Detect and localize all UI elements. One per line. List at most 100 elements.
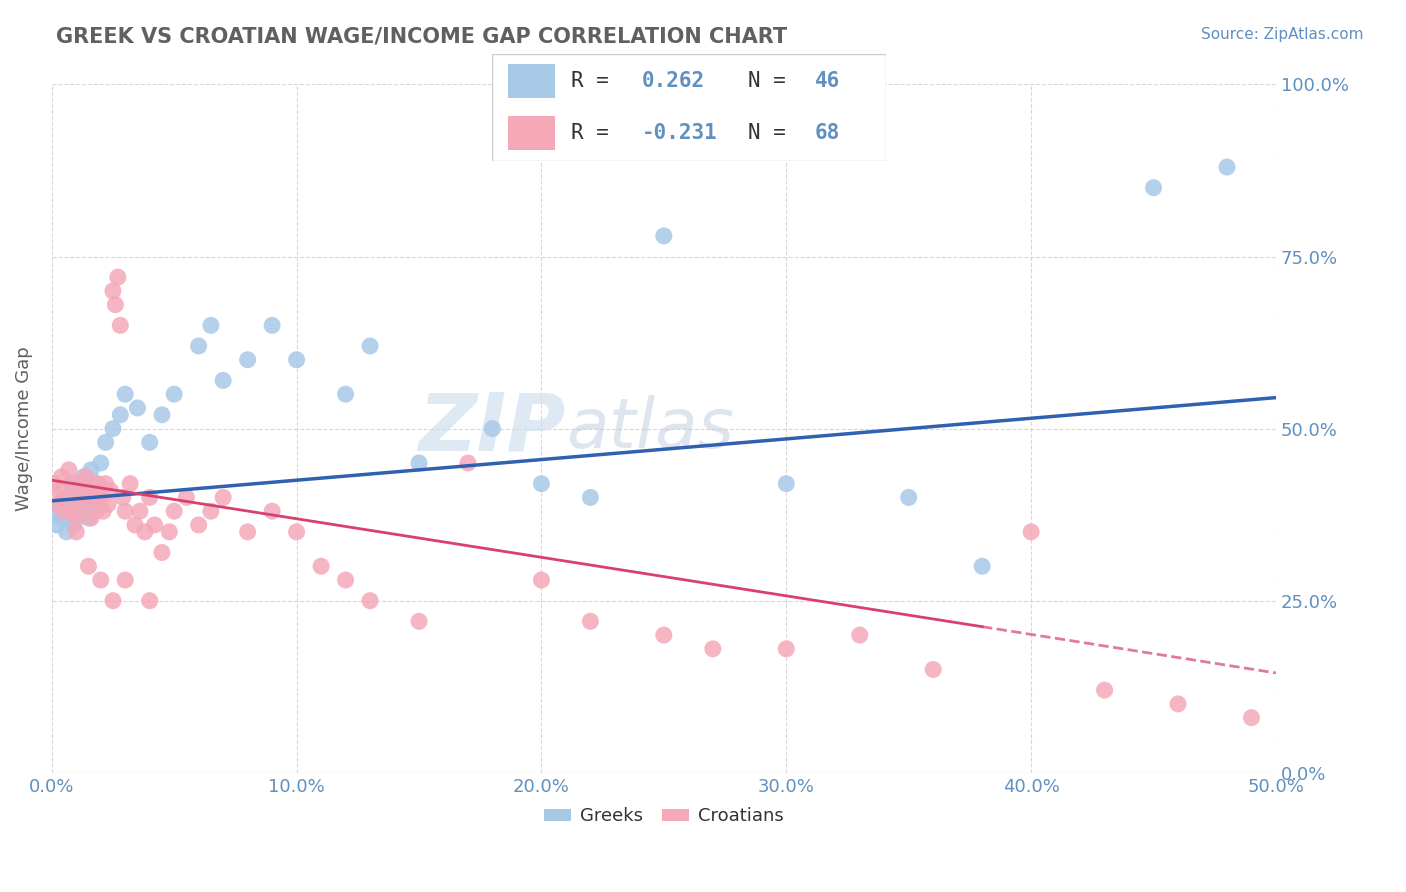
Point [285, 524, 308, 539]
Point [55, 524, 77, 539]
Point [84, 476, 107, 491]
FancyBboxPatch shape [508, 116, 555, 150]
Point [124, 518, 146, 533]
Point [150, 545, 173, 559]
Point [897, 491, 920, 505]
Point [62, 476, 84, 491]
Point [1094, 683, 1116, 698]
Point [51, 511, 73, 525]
Text: Source: ZipAtlas.com: Source: ZipAtlas.com [1201, 27, 1364, 42]
Point [101, 421, 124, 435]
Point [110, 408, 132, 422]
Point [72, 497, 94, 511]
Text: R =: R = [571, 71, 621, 91]
Point [138, 491, 160, 505]
Point [77, 511, 100, 525]
Point [163, 504, 186, 518]
Point [335, 387, 357, 401]
Point [94, 476, 117, 491]
Point [80, 463, 103, 477]
Point [1019, 524, 1042, 539]
Point [530, 476, 553, 491]
Point [45, 518, 67, 533]
Point [70, 504, 93, 518]
Text: 68: 68 [815, 123, 841, 143]
Text: ZIP: ZIP [419, 390, 567, 467]
Point [120, 476, 142, 491]
Point [77, 559, 100, 574]
Point [77, 483, 100, 498]
Point [262, 318, 284, 333]
Point [652, 228, 675, 243]
Point [359, 339, 381, 353]
Point [104, 298, 127, 312]
FancyBboxPatch shape [508, 64, 555, 98]
Point [101, 593, 124, 607]
Point [44, 476, 66, 491]
Point [262, 504, 284, 518]
Point [97, 497, 120, 511]
Point [579, 491, 602, 505]
Point [72, 469, 94, 483]
Text: 46: 46 [815, 71, 841, 91]
Point [1142, 180, 1164, 194]
Point [150, 408, 173, 422]
Point [128, 504, 150, 518]
Point [922, 663, 945, 677]
Point [65, 511, 87, 525]
Point [236, 524, 259, 539]
Point [652, 628, 675, 642]
Point [408, 615, 430, 629]
FancyBboxPatch shape [492, 54, 886, 161]
Point [107, 270, 129, 285]
Point [75, 469, 97, 483]
Point [90, 456, 112, 470]
Text: R =: R = [571, 123, 621, 143]
Point [163, 387, 186, 401]
Point [87, 476, 110, 491]
Point [143, 518, 166, 533]
Point [138, 435, 160, 450]
Point [335, 573, 357, 587]
Point [702, 641, 724, 656]
Point [1167, 697, 1189, 711]
Text: 0.262: 0.262 [641, 71, 704, 91]
Point [94, 435, 117, 450]
Point [134, 524, 156, 539]
Point [87, 483, 110, 498]
Point [111, 491, 134, 505]
Point [530, 573, 553, 587]
Point [187, 518, 209, 533]
Point [53, 504, 76, 518]
Point [114, 573, 136, 587]
Point [309, 559, 332, 574]
Point [84, 504, 107, 518]
Point [60, 476, 83, 491]
Point [53, 491, 76, 505]
Point [176, 491, 198, 505]
Point [114, 504, 136, 518]
Point [65, 497, 87, 511]
Point [775, 641, 797, 656]
Point [200, 504, 222, 518]
Point [212, 491, 235, 505]
Point [62, 518, 84, 533]
Point [45, 497, 67, 511]
Point [60, 504, 83, 518]
Point [114, 387, 136, 401]
Point [51, 469, 73, 483]
Point [70, 476, 93, 491]
Text: N =: N = [748, 123, 799, 143]
Point [848, 628, 870, 642]
Point [579, 615, 602, 629]
Point [75, 491, 97, 505]
Point [58, 504, 80, 518]
Y-axis label: Wage/Income Gap: Wage/Income Gap [15, 346, 32, 511]
Point [67, 483, 90, 498]
Legend: Greeks, Croatians: Greeks, Croatians [537, 800, 790, 832]
Point [48, 483, 70, 498]
Point [457, 456, 479, 470]
Point [55, 491, 77, 505]
Point [127, 401, 149, 415]
Point [90, 491, 112, 505]
